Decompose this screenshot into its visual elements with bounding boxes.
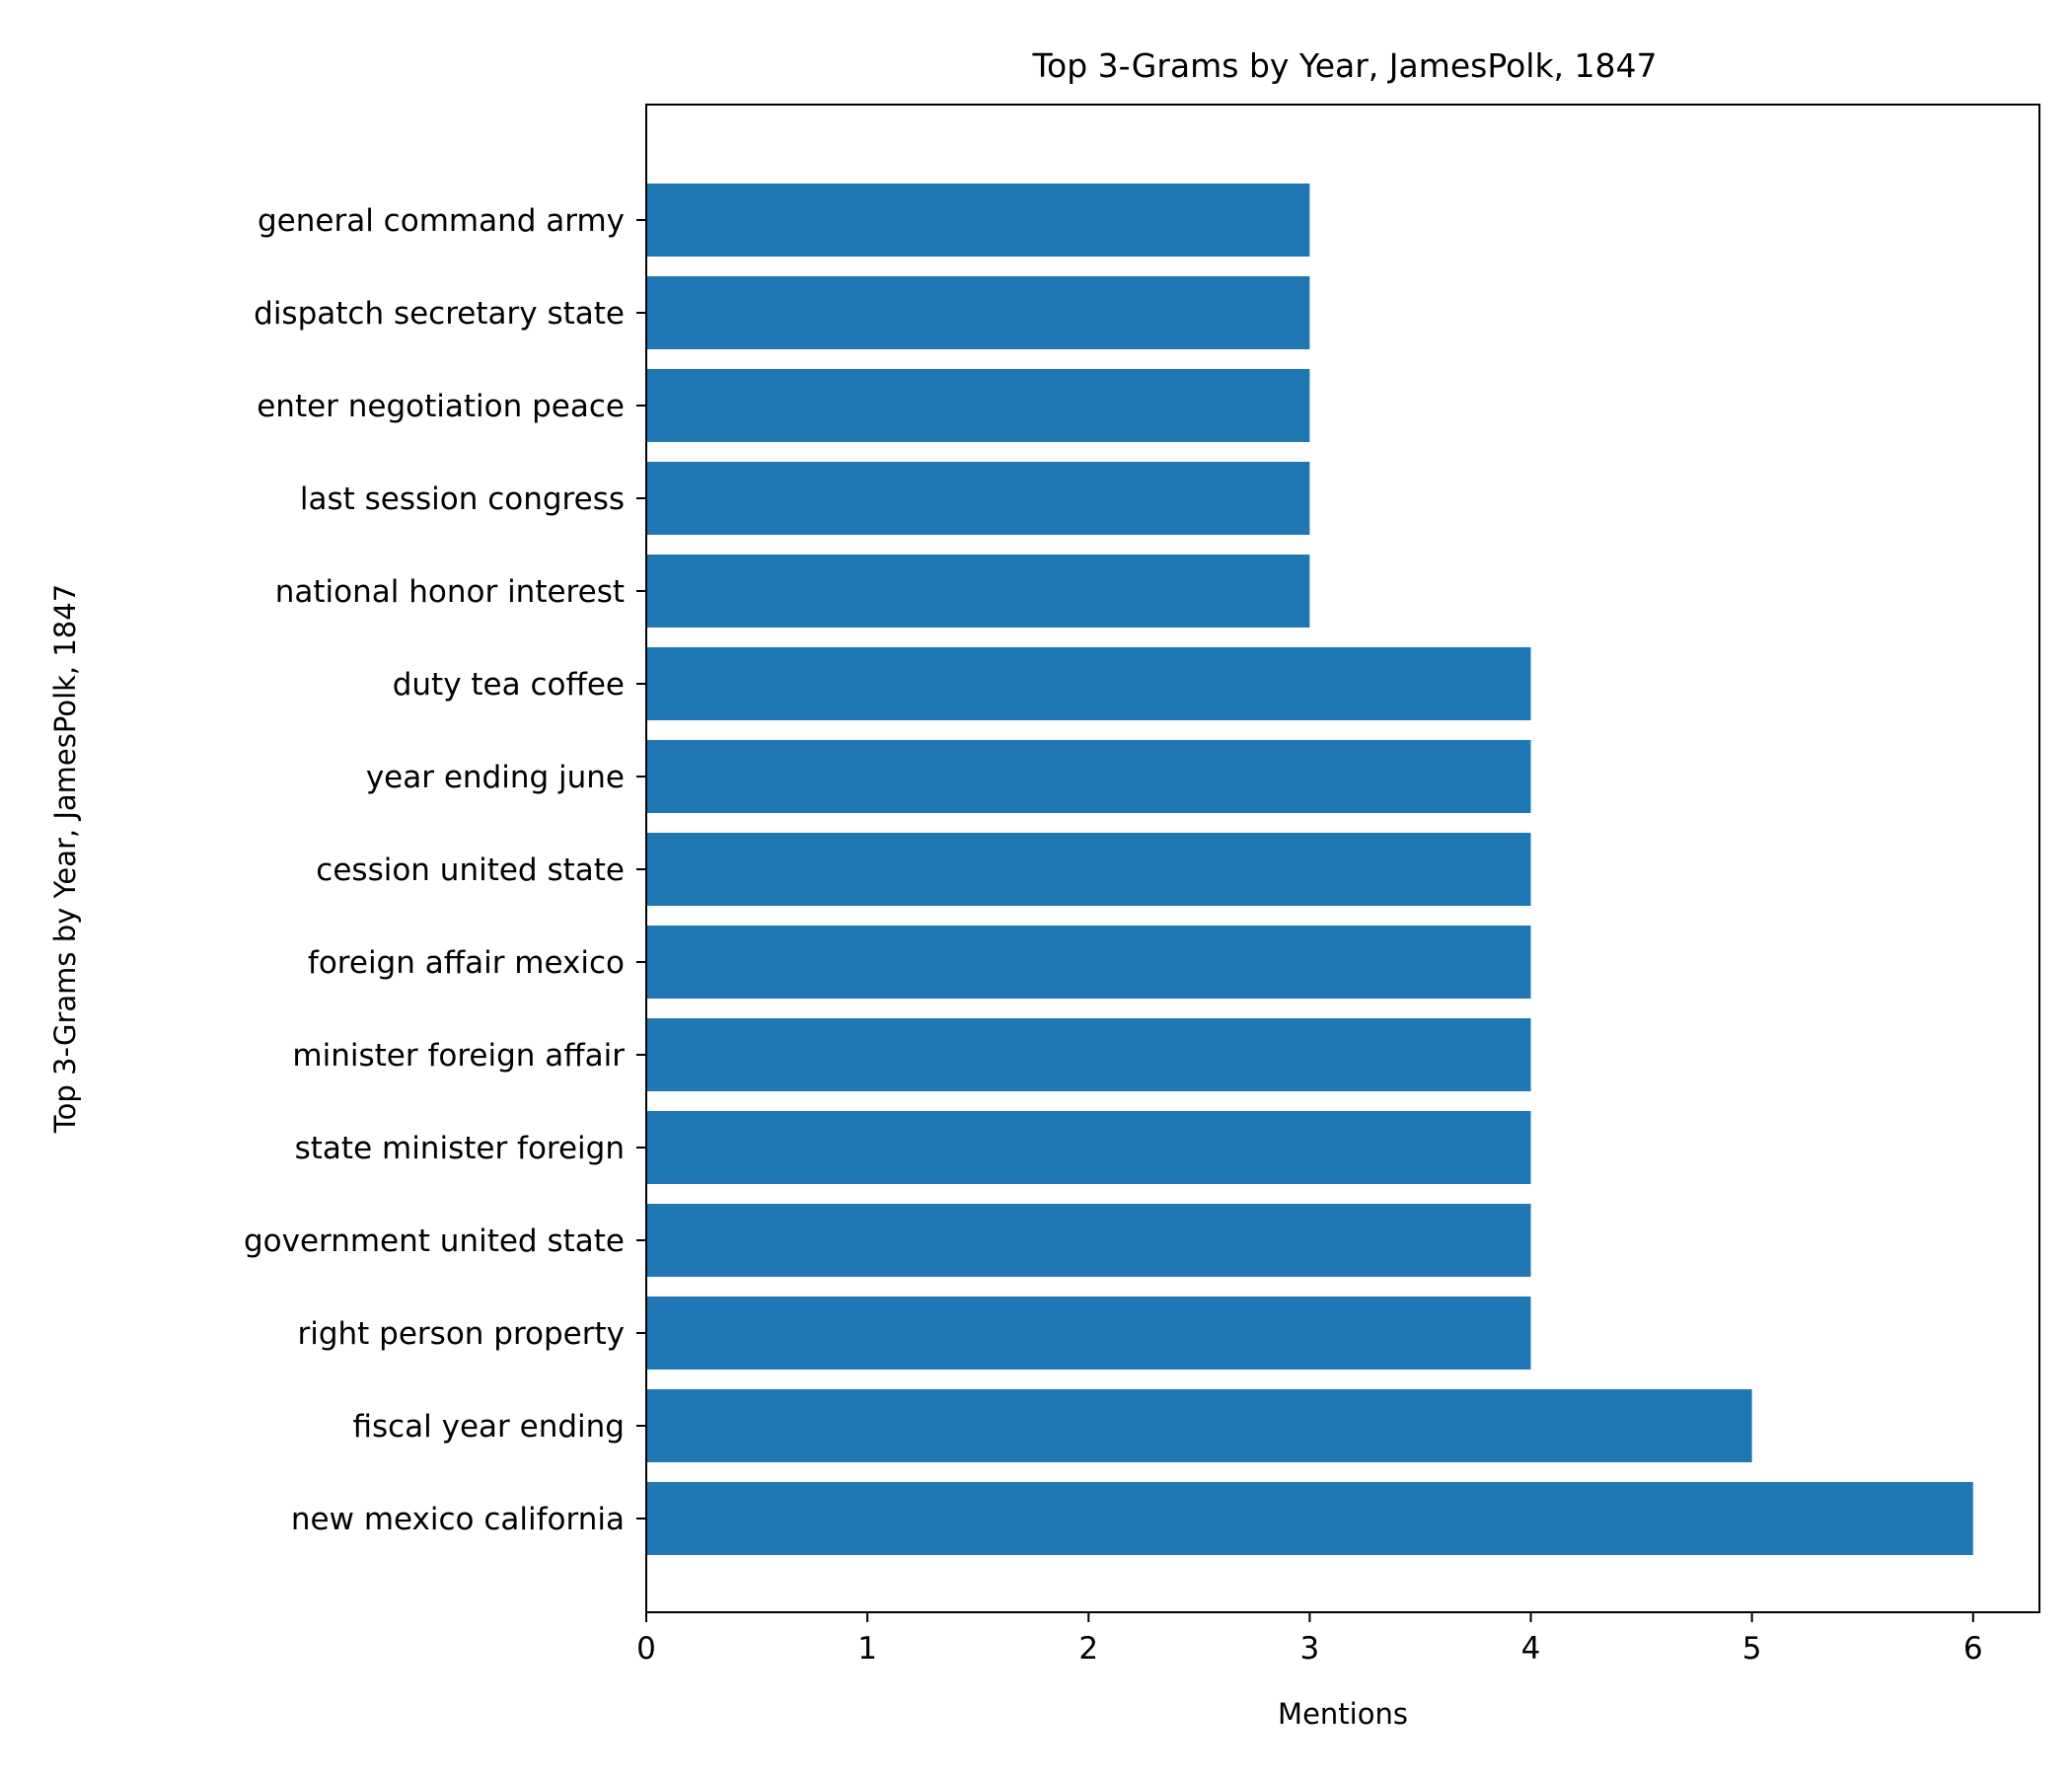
y-tick-label-5: minister foreign affair xyxy=(292,1038,625,1074)
y-tick-label-2: right person property xyxy=(297,1316,625,1352)
y-tick-label-10: national honor interest xyxy=(275,574,625,610)
bar-4 xyxy=(646,1111,1531,1184)
chart-title: Top 3-Grams by Year, JamesPolk, 1847 xyxy=(1031,46,1657,85)
bar-13 xyxy=(646,276,1310,349)
x-tick-label-1: 1 xyxy=(857,1631,877,1667)
x-tick-label-4: 4 xyxy=(1521,1631,1541,1667)
bar-11 xyxy=(646,462,1310,535)
y-axis-label: Top 3-Grams by Year, JamesPolk, 1847 xyxy=(48,584,82,1134)
x-tick-label-2: 2 xyxy=(1078,1631,1098,1667)
bar-12 xyxy=(646,369,1310,442)
y-tick-label-8: year ending june xyxy=(366,760,625,795)
y-tick-label-4: state minister foreign xyxy=(295,1131,625,1166)
bar-7 xyxy=(646,833,1531,906)
x-axis-label: Mentions xyxy=(1278,1697,1408,1731)
y-tick-label-9: duty tea coffee xyxy=(393,667,625,703)
y-axis-ticks: new mexico california fiscal year ending r… xyxy=(244,203,646,1537)
bar-10 xyxy=(646,555,1310,628)
bar-5 xyxy=(646,1018,1531,1091)
y-tick-label-12: enter negotiation peace xyxy=(257,389,625,424)
bar-2 xyxy=(646,1297,1531,1370)
bar-0 xyxy=(646,1482,1973,1555)
bar-6 xyxy=(646,926,1531,999)
bar-8 xyxy=(646,740,1531,813)
y-tick-label-0: new mexico california xyxy=(291,1502,625,1537)
bar-3 xyxy=(646,1204,1531,1277)
x-tick-label-0: 0 xyxy=(636,1631,656,1667)
x-tick-label-5: 5 xyxy=(1742,1631,1762,1667)
plot-frame xyxy=(645,104,2040,1613)
x-tick-label-6: 6 xyxy=(1963,1631,1983,1667)
x-axis-ticks: 0 1 2 3 4 5 6 xyxy=(636,1612,1983,1667)
y-tick-label-13: dispatch secretary state xyxy=(254,296,625,332)
y-tick-label-14: general command army xyxy=(258,203,625,239)
x-tick-label-3: 3 xyxy=(1300,1631,1320,1667)
y-tick-label-3: government united state xyxy=(244,1224,625,1259)
y-tick-label-11: last session congress xyxy=(300,482,625,517)
bar-1 xyxy=(646,1389,1752,1462)
bar-9 xyxy=(646,647,1531,720)
y-tick-label-1: fiscal year ending xyxy=(352,1409,625,1445)
y-tick-label-7: cession united state xyxy=(316,853,625,888)
bars xyxy=(646,184,1973,1555)
y-tick-label-6: foreign affair mexico xyxy=(308,945,625,981)
bar-14 xyxy=(646,184,1310,257)
